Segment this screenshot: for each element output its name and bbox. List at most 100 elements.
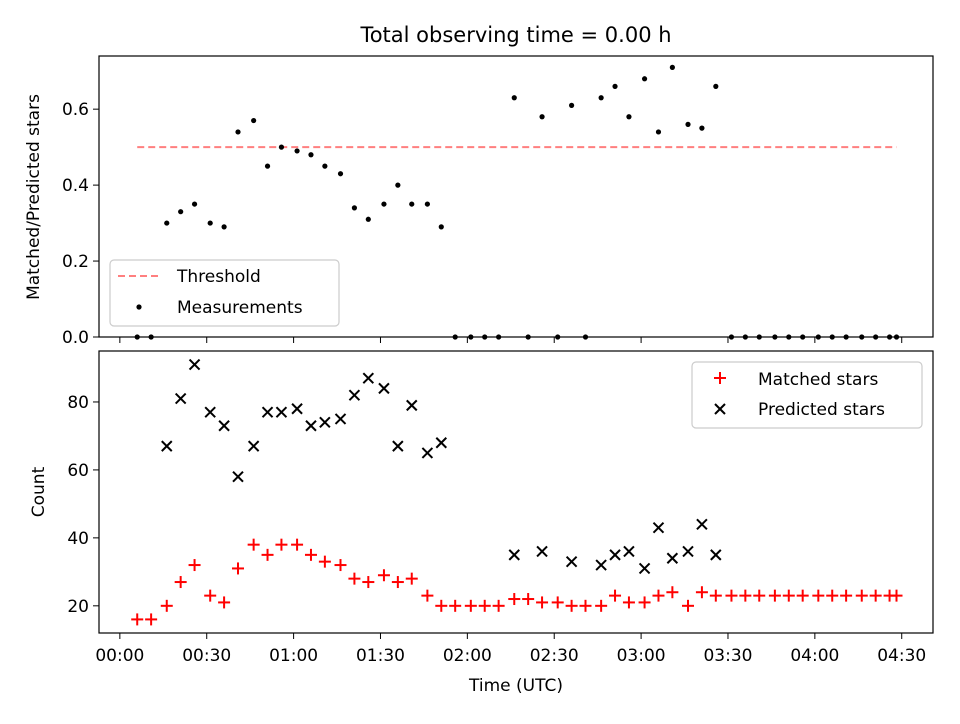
measurement-point	[351, 205, 358, 211]
predicted-stars-point	[188, 358, 201, 371]
count-x-tick-label: 03:30	[703, 646, 752, 666]
predicted-stars-point	[232, 471, 244, 483]
ratio-axes-frame	[98, 55, 934, 338]
measurement-point	[251, 117, 257, 124]
count-y-tick-label: 40	[67, 529, 89, 549]
predicted-stars-legend-label: Predicted stars	[758, 400, 885, 420]
matched-stars-point	[796, 589, 809, 602]
measurement-point	[569, 102, 575, 108]
measurement-point	[221, 224, 227, 230]
matched-stars-point	[725, 589, 738, 602]
measurement-point	[409, 201, 415, 207]
matched-stars-point	[421, 589, 434, 602]
matched-stars-point	[652, 589, 665, 602]
predicted-stars-point	[652, 521, 665, 534]
ratio-y-axis-label: Matched/Predicted stars	[24, 94, 44, 300]
matched-stars-point	[232, 562, 244, 575]
ratio-x-ticks	[119, 337, 903, 343]
matched-stars-point	[348, 572, 361, 585]
count-x-tick-label: 04:30	[877, 646, 926, 666]
matched-stars-point	[334, 559, 347, 572]
matched-stars-point	[362, 576, 375, 589]
matched-stars-point	[812, 589, 825, 602]
measurement-point	[424, 201, 430, 207]
count-y-tick-label: 80	[67, 393, 89, 413]
predicted-stars-point	[291, 403, 303, 415]
predicted-stars-point	[609, 549, 621, 561]
predicted-stars-point	[421, 447, 434, 459]
predicted-stars-point	[348, 389, 361, 401]
measurement-point	[511, 95, 517, 101]
count-axes-frame	[98, 350, 934, 634]
measurement-point	[207, 220, 213, 226]
matched-stars-point	[478, 599, 491, 612]
measurement-point	[395, 182, 401, 188]
chart-title: Total observing time = 0.00 h	[359, 23, 671, 47]
predicted-stars-point	[565, 555, 578, 568]
predicted-stars-point	[696, 518, 708, 530]
count-x-tick-label: 02:00	[443, 646, 492, 666]
matched-stars-point	[188, 559, 201, 572]
count-x-tick-label: 04:00	[790, 646, 839, 666]
matched-stars-point	[565, 599, 578, 612]
measurement-point	[294, 148, 300, 154]
matched-stars-point	[753, 589, 766, 602]
count-x-tick-label: 00:30	[182, 646, 231, 666]
matched-stars-point	[855, 589, 868, 602]
matched-stars-point	[682, 599, 695, 612]
matched-stars-point	[318, 555, 331, 568]
predicted-stars-point	[710, 549, 722, 561]
predicted-stars-legend-swatch	[714, 403, 726, 415]
predicted-stars-point	[638, 562, 651, 575]
predicted-stars-point	[536, 545, 548, 558]
count-y-tick-label: 20	[67, 597, 89, 617]
matched-stars-point	[391, 576, 404, 589]
ratio-y-tick-label: 0.4	[62, 176, 89, 196]
matched-stars-point	[492, 599, 505, 612]
predicted-stars-point	[218, 420, 230, 432]
matched-stars-point	[261, 548, 274, 561]
matched-stars-point	[160, 599, 173, 612]
matched-stars-point	[666, 586, 679, 599]
measurement-point	[539, 114, 545, 120]
matched-stars-point	[145, 613, 158, 626]
matched-stars-point	[869, 589, 882, 602]
matched-stars-point	[275, 538, 288, 551]
matched-stars-point	[638, 596, 651, 609]
count-y-tick-label: 60	[67, 461, 89, 481]
predicted-stars-point	[174, 392, 187, 405]
matched-stars-point	[247, 538, 260, 551]
measurement-point	[713, 83, 719, 89]
predicted-stars-point	[305, 420, 317, 432]
count-y-axis-label: Count	[29, 466, 49, 517]
predicted-stars-point	[204, 406, 216, 418]
matched-stars-point	[204, 589, 217, 602]
matched-stars-point	[782, 589, 795, 602]
predicted-stars-point	[275, 406, 288, 418]
predicted-stars-point	[161, 440, 173, 452]
measurement-point	[191, 201, 198, 207]
ratio-y-tick-label: 0.6	[62, 100, 89, 120]
measurement-point	[322, 163, 328, 169]
ratio-y-tick-label: 0.0	[62, 328, 89, 348]
matched-stars-point	[218, 596, 231, 609]
threshold-legend-label: Threshold	[176, 267, 261, 287]
count-y-ticks: 20 40 60 80	[67, 393, 99, 617]
predicted-stars-point	[666, 552, 679, 564]
matched-stars-point	[768, 589, 781, 602]
count-legend-box	[691, 361, 923, 429]
matched-stars-point	[551, 596, 564, 609]
measurement-point	[598, 95, 604, 101]
matched-stars-point	[464, 599, 477, 612]
predicted-stars-point	[319, 416, 331, 429]
matched-stars-point	[291, 538, 304, 551]
measurement-point	[641, 76, 648, 82]
measurement-point	[178, 209, 184, 215]
ratio-panel: Total observing time = 0.00 h 0.0 0.2 0.4 0…	[24, 23, 934, 348]
matched-stars-point	[609, 589, 622, 602]
matched-stars-point	[522, 593, 535, 606]
matched-stars-point	[579, 599, 592, 612]
matched-stars-point	[405, 572, 418, 585]
matched-stars-point	[695, 586, 708, 599]
ratio-y-tick-label: 0.2	[62, 252, 89, 272]
